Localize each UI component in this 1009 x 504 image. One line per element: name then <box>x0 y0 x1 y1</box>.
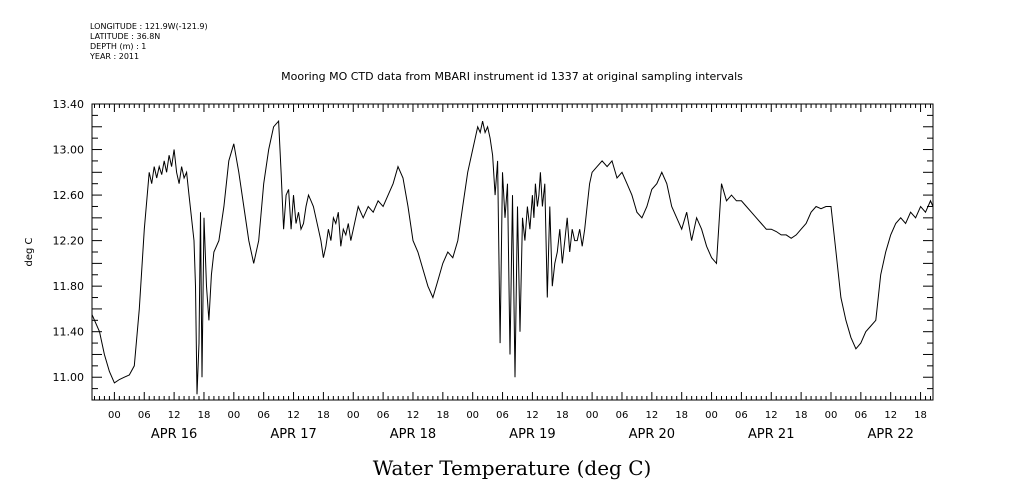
x-hour-label: 18 <box>914 410 927 421</box>
metadata-block: LONGITUDE : 121.9W(-121.9) LATITUDE : 36.… <box>90 22 208 62</box>
x-hour-label: 12 <box>526 410 539 421</box>
x-hour-label: 00 <box>227 410 240 421</box>
y-tick-label: 13.00 <box>53 144 85 157</box>
series-group <box>91 119 934 395</box>
x-hour-label: 12 <box>884 410 897 421</box>
x-hour-label: 00 <box>705 410 718 421</box>
y-tick-label: 13.40 <box>53 98 85 111</box>
x-hour-label: 00 <box>466 410 479 421</box>
y-tick-label: 11.00 <box>53 371 85 384</box>
x-day-label: APR 22 <box>867 427 913 442</box>
x-hour-label: 00 <box>108 410 121 421</box>
x-hour-label: 12 <box>765 410 778 421</box>
x-hour-label: 06 <box>735 410 748 421</box>
x-hour-label: 06 <box>496 410 509 421</box>
x-hour-label: 00 <box>347 410 360 421</box>
x-hour-label: 06 <box>854 410 867 421</box>
x-day-label: APR 20 <box>629 427 675 442</box>
x-hour-label: 06 <box>138 410 151 421</box>
latitude-text: LATITUDE : 36.8N <box>90 32 161 41</box>
plot-frame <box>91 103 934 401</box>
y-tick-label: 12.20 <box>53 235 85 248</box>
y-tick-label: 11.80 <box>53 280 85 293</box>
y-tick-label: 11.40 <box>53 326 85 339</box>
x-hour-label: 12 <box>407 410 420 421</box>
x-hour-label: 18 <box>436 410 449 421</box>
x-hour-label: 06 <box>616 410 629 421</box>
x-day-label: APR 21 <box>748 427 794 442</box>
y-axis-label: deg C <box>24 237 35 266</box>
chart-title: Mooring MO CTD data from MBARI instrumen… <box>281 70 743 83</box>
year-text: YEAR : 2011 <box>90 52 140 61</box>
x-day-label: APR 16 <box>151 427 197 442</box>
depth-text: DEPTH (m) : 1 <box>90 42 147 51</box>
x-hour-label: 18 <box>675 410 688 421</box>
y-axis: 13.40 13.00 12.60 12.20 11.80 11.40 11.00 <box>53 98 933 401</box>
longitude-text: LONGITUDE : 121.9W(-121.9) <box>90 22 208 31</box>
x-hour-label: 00 <box>825 410 838 421</box>
x-hour-label: 06 <box>257 410 270 421</box>
x-hour-label: 12 <box>168 410 181 421</box>
x-hour-label: 18 <box>317 410 330 421</box>
x-hour-label: 06 <box>377 410 390 421</box>
x-day-label: APR 19 <box>509 427 555 442</box>
x-day-label: APR 18 <box>390 427 436 442</box>
x-hour-label: 12 <box>287 410 300 421</box>
temperature-series-line <box>91 119 934 395</box>
x-axis-label: Water Temperature (deg C) <box>373 456 652 480</box>
x-hour-label: 18 <box>198 410 211 421</box>
x-day-label: APR 17 <box>270 427 316 442</box>
x-hour-label: 18 <box>795 410 808 421</box>
x-hour-label: 18 <box>556 410 569 421</box>
x-hour-label: 00 <box>586 410 599 421</box>
y-tick-label: 12.60 <box>53 189 85 202</box>
x-hour-label: 12 <box>645 410 658 421</box>
